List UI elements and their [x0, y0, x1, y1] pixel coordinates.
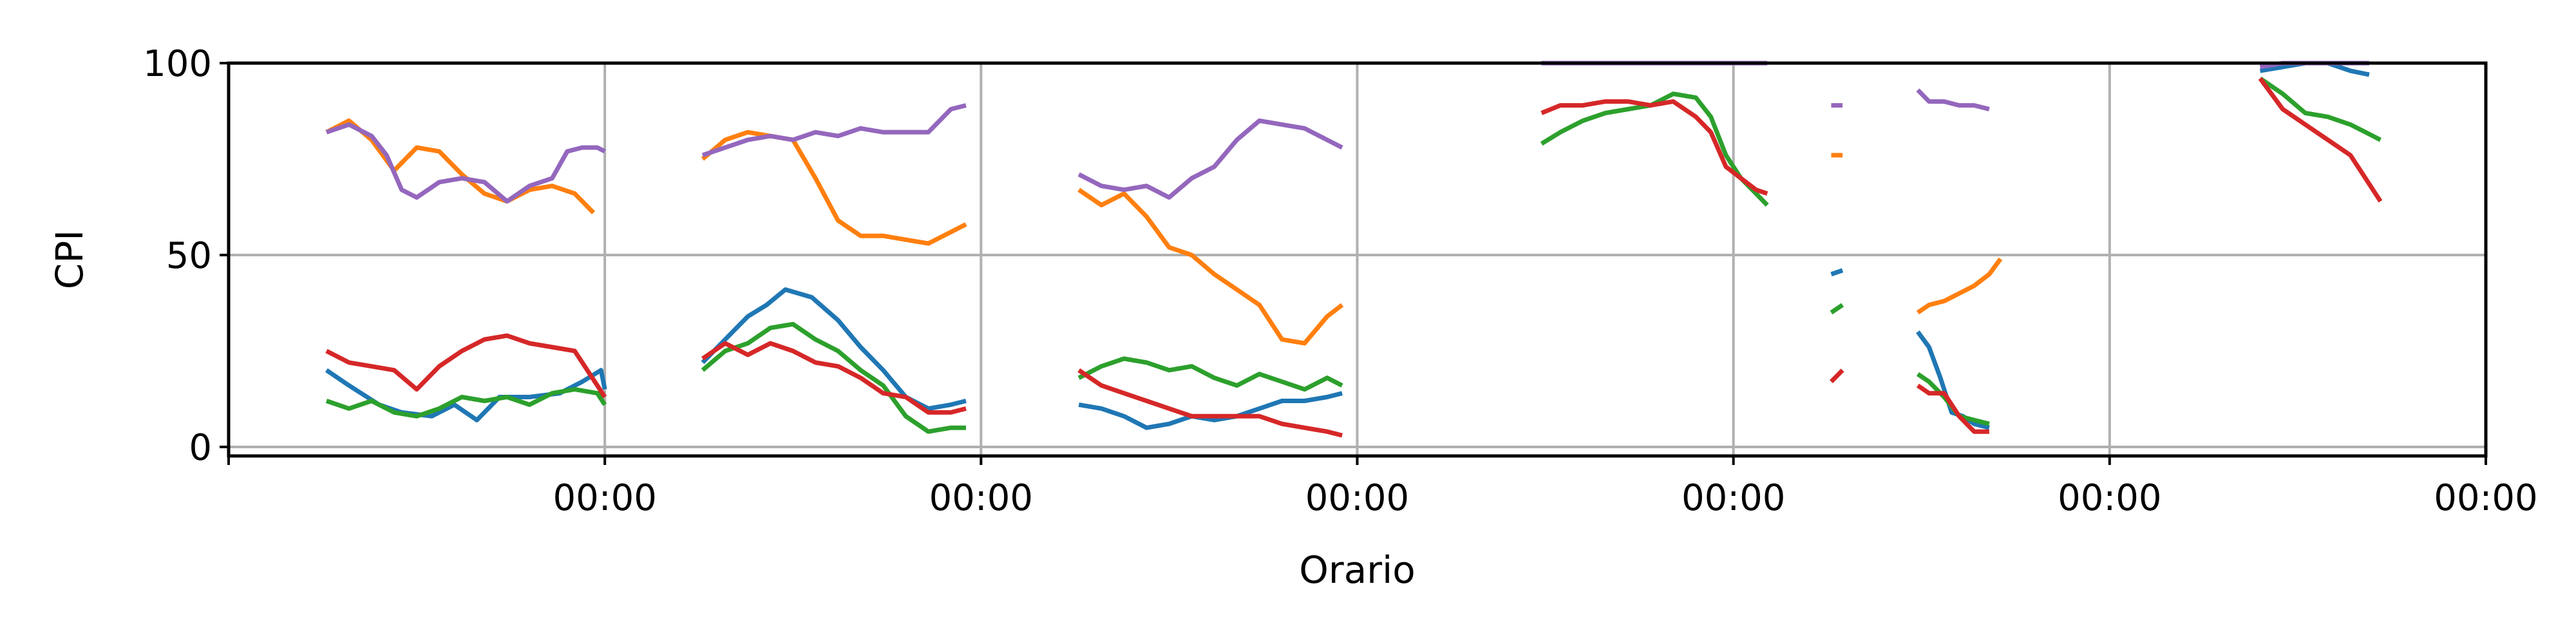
series-1-segment-2 — [1077, 187, 1344, 346]
series-3-segment-0 — [325, 333, 607, 399]
series-2-segment-1 — [701, 321, 966, 434]
y-tick-label: 100 — [143, 43, 212, 85]
series-3-segment-6 — [2258, 77, 2383, 203]
x-tick-label: 00:00 — [929, 477, 1033, 519]
series-4-segment-0 — [325, 122, 606, 204]
series-2-segment-2 — [1077, 356, 1343, 392]
series-2-segment-4 — [1916, 372, 1990, 426]
x-tick-label: 00:00 — [2058, 477, 2161, 519]
series-3-segment-4 — [1916, 383, 1989, 434]
tick-marks — [220, 62, 2487, 465]
y-tick-labels: 0 50 100 — [143, 43, 212, 469]
series-1-segment-1 — [701, 129, 967, 246]
x-tick-labels: 00:00 00:00 00:00 00:00 00:00 00:00 — [553, 477, 2537, 519]
x-tick-label: 00:00 — [553, 477, 656, 519]
y-tick-label: 50 — [166, 235, 212, 277]
series-0-segment-1 — [701, 287, 967, 411]
series-3-segment-1 — [701, 341, 967, 415]
x-tick-label: 00:00 — [1681, 477, 1785, 519]
series-0-segment-3 — [1830, 268, 1844, 277]
series-lines — [325, 61, 2383, 438]
series-0-segment-0 — [325, 368, 607, 422]
series-0-segment-2 — [1078, 391, 1343, 430]
y-axis-label: CPI — [48, 230, 91, 290]
x-tick-label: 00:00 — [1305, 477, 1409, 519]
series-3-segment-2 — [1077, 368, 1343, 438]
series-0-segment-4 — [1916, 330, 1990, 430]
series-3-segment-3 — [1830, 368, 1844, 384]
series-4-segment-1 — [701, 103, 967, 158]
series-2-segment-0 — [325, 387, 607, 419]
series-2-segment-6 — [2259, 76, 2382, 142]
series-1-segment-4 — [1916, 257, 2003, 315]
series-3-segment-5 — [1540, 99, 1768, 196]
series-1-segment-0 — [325, 118, 596, 214]
series-4-segment-2 — [1077, 118, 1343, 200]
series-4-segment-5 — [1916, 88, 1990, 111]
y-tick-label: 0 — [189, 427, 212, 469]
x-axis-label: Orario — [1299, 548, 1416, 592]
grid — [229, 62, 2487, 456]
series-2-segment-3 — [1830, 303, 1844, 315]
x-tick-label: 00:00 — [2434, 477, 2537, 519]
